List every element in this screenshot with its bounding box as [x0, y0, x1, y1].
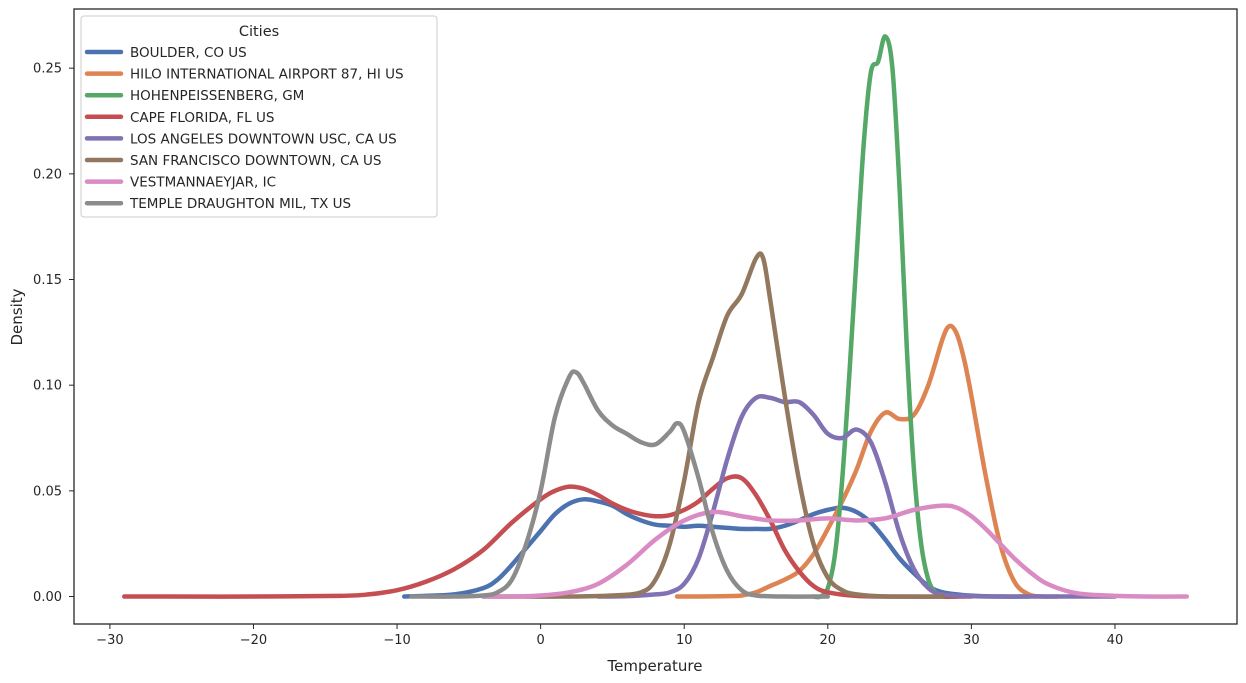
legend-box [80, 15, 438, 218]
x-axis-label: Temperature [606, 657, 702, 675]
y-axis-label: Density [8, 288, 26, 345]
legend-label-6: VESTMANNAEYJAR, IC [130, 175, 276, 191]
legend-label-5: SAN FRANCISCO DOWNTOWN, CA US [130, 153, 381, 169]
legend-title: Cities [239, 24, 279, 40]
series-layer [122, 34, 1189, 600]
x-tick-label: 0 [536, 633, 544, 648]
legend-label-0: BOULDER, CO US [130, 45, 247, 61]
x-tick-label: 30 [963, 633, 980, 648]
y-tick-label: 0.25 [33, 62, 62, 77]
x-tick-label: −30 [96, 633, 123, 648]
legend-label-1: HILO INTERNATIONAL AIRPORT 87, HI US [130, 67, 404, 83]
x-axis-ticks: −30 −20 −10 0 10 20 30 40 [96, 624, 1123, 648]
y-tick-label: 0.05 [33, 484, 62, 499]
legend-label-3: CAPE FLORIDA, FL US [130, 110, 274, 126]
legend-label-4: LOS ANGELES DOWNTOWN USC, CA US [130, 131, 397, 147]
x-tick-label: 40 [1107, 633, 1124, 648]
x-tick-label: −20 [240, 633, 267, 648]
x-tick-label: 20 [820, 633, 837, 648]
series-line-5 [480, 251, 945, 599]
legend-items: BOULDER, CO US HILO INTERNATIONAL AIRPORT… [84, 45, 404, 212]
y-tick-label: 0.15 [33, 273, 62, 288]
y-tick-label: 0.20 [33, 167, 62, 182]
x-tick-label: −10 [383, 633, 410, 648]
series-line-6 [480, 503, 1189, 599]
x-tick-label: 10 [676, 633, 693, 648]
y-tick-label: 0.10 [33, 379, 62, 394]
series-line-3 [122, 474, 974, 599]
legend-label-2: HOHENPEISSENBERG, GM [130, 88, 304, 104]
series-line-7 [409, 369, 831, 599]
series-line-1 [674, 323, 1060, 599]
legend-label-7: TEMPLE DRAUGHTON MIL, TX US [129, 196, 351, 212]
y-axis-ticks: 0.00 0.05 0.10 0.15 0.20 0.25 [33, 62, 74, 605]
series-line-4 [595, 394, 1118, 599]
y-tick-label: 0.00 [33, 590, 62, 605]
legend: Cities BOULDER, CO US HILO INTERNATIONAL … [80, 15, 438, 218]
